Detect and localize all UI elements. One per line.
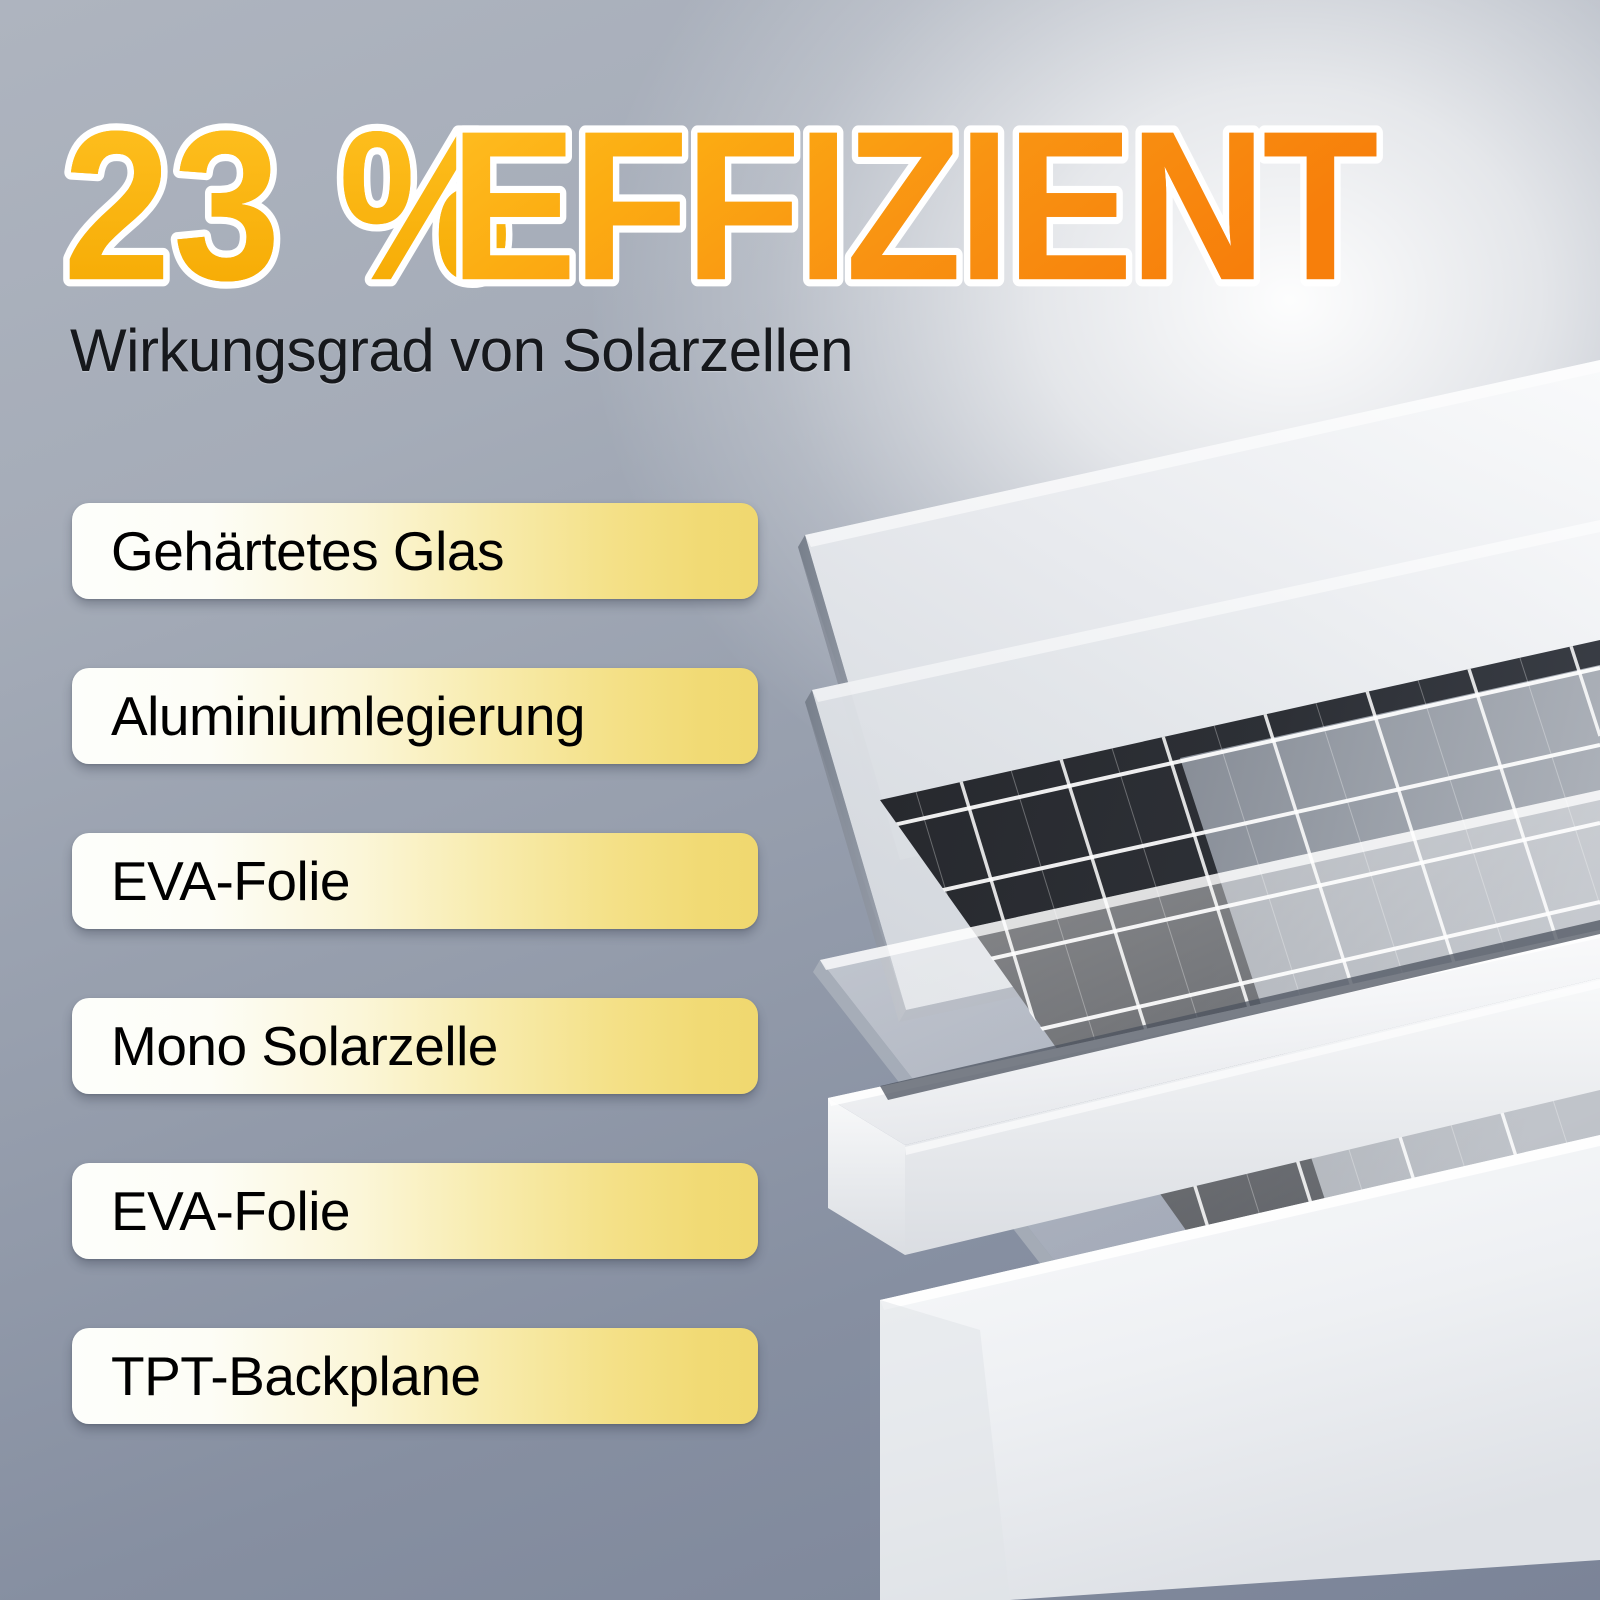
layer-pill-label: TPT-Backplane — [111, 1344, 481, 1407]
layer-pill-eva-film-bottom[interactable]: EVA-Folie — [72, 1163, 758, 1259]
layer-pill-mono-solar-cell[interactable]: Mono Solarzelle — [72, 998, 758, 1094]
layer-aluminium-frame — [828, 920, 1600, 1255]
layer-pill-eva-film-top[interactable]: EVA-Folie — [72, 833, 758, 929]
headline-word: EFFIZIENT — [450, 86, 1377, 312]
layer-label-list: Gehärtetes Glas Aluminiumlegierung EVA-F… — [72, 503, 762, 1424]
layer-pill-label: Mono Solarzelle — [111, 1014, 498, 1077]
svg-text:23 %: 23 % — [63, 88, 513, 312]
subtitle-text: Wirkungsgrad von Solarzellen — [70, 317, 854, 384]
layer-pill-aluminium-alloy[interactable]: Aluminiumlegierung — [72, 668, 758, 764]
layer-pill-label: Gehärtetes Glas — [111, 519, 504, 582]
layer-pill-label: Aluminiumlegierung — [111, 684, 586, 747]
layer-pill-tempered-glass[interactable]: Gehärtetes Glas — [72, 503, 758, 599]
layer-pill-tpt-backplane[interactable]: TPT-Backplane — [72, 1328, 758, 1424]
layer-tpt-backplane — [880, 1135, 1600, 1600]
headline-percent: 23 % — [63, 88, 513, 312]
layer-pill-label: EVA-Folie — [111, 1179, 351, 1242]
svg-text:EFFIZIENT: EFFIZIENT — [450, 86, 1377, 312]
headline-banner: 23 % 23 % EFFIZIENT EFFIZIENT — [58, 82, 1458, 312]
layer-pill-label: EVA-Folie — [111, 849, 351, 912]
